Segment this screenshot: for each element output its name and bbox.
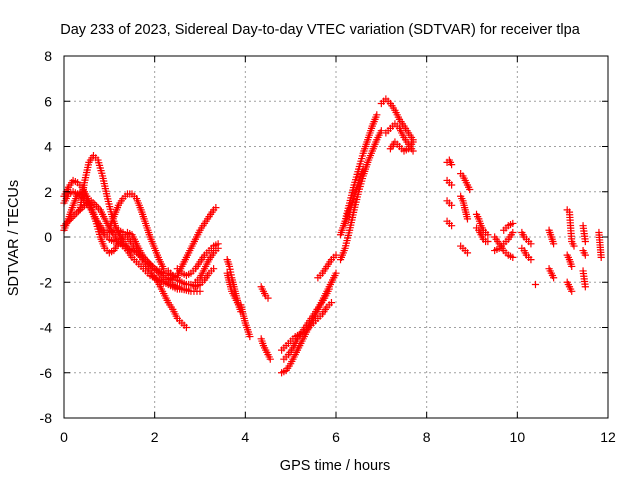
data-point xyxy=(325,285,333,293)
y-tick-label: 2 xyxy=(44,184,52,200)
y-tick-label: -4 xyxy=(40,320,53,336)
x-tick-label: 8 xyxy=(423,429,431,445)
y-tick-label: 6 xyxy=(44,93,52,109)
data-point xyxy=(373,111,381,119)
y-tick-label: -8 xyxy=(40,410,53,426)
data-point xyxy=(597,253,605,261)
data-point xyxy=(509,253,517,261)
y-tick-label: 4 xyxy=(44,139,52,155)
data-point xyxy=(126,246,134,255)
data-point xyxy=(509,219,517,228)
data-point xyxy=(550,274,558,282)
data-point xyxy=(246,332,254,341)
data-point xyxy=(327,299,336,307)
data-point xyxy=(527,256,535,264)
data-point xyxy=(581,251,589,259)
data-point xyxy=(332,269,340,277)
data-point xyxy=(568,262,576,271)
data-point xyxy=(409,138,417,146)
data-point xyxy=(210,265,218,273)
x-axis-label: GPS time / hours xyxy=(280,458,390,474)
data-point xyxy=(409,147,417,155)
data-point xyxy=(448,181,456,189)
data-point xyxy=(377,127,385,135)
data-point xyxy=(332,251,340,259)
y-axis-label: SDTVAR / TECUs xyxy=(6,180,22,296)
x-tick-label: 10 xyxy=(510,429,526,445)
axis-ticks: 0 2 4 6 8 10 12 -8 -6 -4 -2 0 2 4 6 8 xyxy=(40,48,616,445)
data-point xyxy=(214,244,222,252)
data-point xyxy=(463,215,472,223)
data-point xyxy=(527,240,535,248)
y-tick-label: 0 xyxy=(44,229,52,245)
data-point xyxy=(266,355,274,363)
x-tick-label: 2 xyxy=(151,429,159,445)
data-points xyxy=(60,95,605,377)
data-point xyxy=(212,203,220,212)
data-point xyxy=(448,201,456,209)
x-tick-label: 6 xyxy=(332,429,340,445)
data-point xyxy=(531,280,540,289)
y-tick-label: -6 xyxy=(40,365,53,381)
data-point xyxy=(581,283,589,291)
data-point xyxy=(466,185,474,194)
y-tick-label: -2 xyxy=(40,274,53,290)
x-tick-label: 4 xyxy=(241,429,249,445)
x-tick-label: 12 xyxy=(600,429,616,445)
data-point xyxy=(264,294,272,302)
data-point xyxy=(448,161,456,169)
data-point xyxy=(484,237,492,246)
data-point xyxy=(196,287,204,295)
data-point xyxy=(359,165,367,173)
data-point xyxy=(509,228,517,237)
x-tick-label: 0 xyxy=(60,429,68,445)
data-point xyxy=(182,323,190,332)
chart-title: Day 233 of 2023, Sidereal Day-to-day VTE… xyxy=(60,22,580,38)
y-tick-label: 8 xyxy=(44,48,52,64)
data-point xyxy=(568,287,576,295)
data-point xyxy=(581,237,589,246)
data-point xyxy=(463,249,472,257)
data-point xyxy=(570,242,578,250)
data-point xyxy=(484,231,492,239)
data-point xyxy=(550,240,558,248)
data-point xyxy=(448,222,456,230)
